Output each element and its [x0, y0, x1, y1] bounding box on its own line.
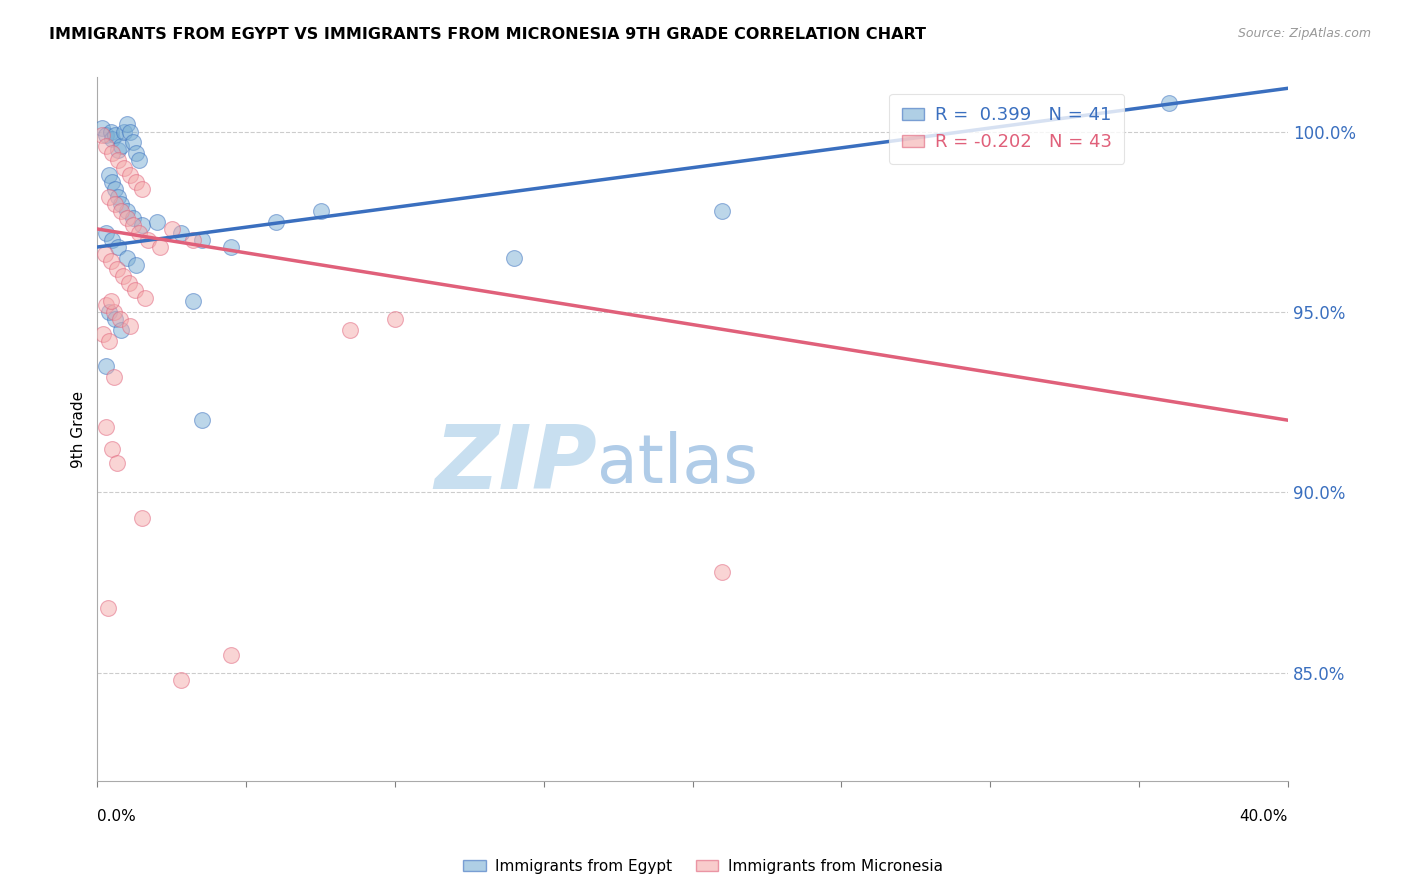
Point	[107, 153, 129, 168]
Point	[125, 175, 148, 189]
Point	[131, 219, 153, 233]
Point	[110, 203, 132, 218]
Point	[98, 168, 121, 182]
Point	[101, 146, 124, 161]
Text: 40.0%: 40.0%	[1240, 809, 1288, 824]
Point	[170, 673, 193, 687]
Point	[124, 283, 146, 297]
Point	[122, 136, 145, 150]
Point	[115, 211, 138, 226]
Point	[90, 128, 112, 143]
Point	[711, 203, 734, 218]
Point	[339, 323, 361, 337]
Point	[115, 117, 138, 131]
Point	[103, 370, 125, 384]
Point	[101, 442, 124, 456]
Point	[120, 319, 142, 334]
Point	[160, 222, 183, 236]
Point	[190, 233, 212, 247]
Point	[101, 175, 124, 189]
Point	[384, 312, 406, 326]
Text: Source: ZipAtlas.com: Source: ZipAtlas.com	[1237, 27, 1371, 40]
Point	[107, 240, 129, 254]
Point	[100, 254, 122, 268]
Point	[104, 182, 127, 196]
Point	[112, 161, 135, 175]
Point	[149, 240, 172, 254]
Point	[104, 312, 127, 326]
Point	[100, 124, 122, 138]
Point	[98, 189, 121, 203]
Point	[181, 294, 204, 309]
Text: ZIP: ZIP	[434, 421, 598, 508]
Point	[96, 226, 118, 240]
Point	[96, 359, 118, 373]
Point	[711, 565, 734, 579]
Point	[1157, 95, 1180, 110]
Point	[190, 413, 212, 427]
Point	[105, 457, 128, 471]
Point	[98, 305, 121, 319]
Point	[110, 196, 132, 211]
Point	[96, 420, 118, 434]
Text: 0.0%: 0.0%	[97, 809, 136, 824]
Point	[110, 139, 132, 153]
Point	[125, 258, 148, 272]
Point	[125, 146, 148, 161]
Point	[104, 196, 127, 211]
Point	[221, 648, 243, 662]
Point	[146, 215, 169, 229]
Point	[91, 326, 114, 341]
Point	[136, 233, 159, 247]
Point	[181, 233, 204, 247]
Point	[112, 124, 135, 138]
Point	[221, 240, 243, 254]
Point	[110, 323, 132, 337]
Point	[128, 226, 150, 240]
Point	[111, 268, 134, 283]
Point	[131, 182, 153, 196]
Point	[117, 276, 139, 290]
Point	[103, 305, 125, 319]
Point	[98, 334, 121, 348]
Point	[105, 261, 128, 276]
Point	[170, 226, 193, 240]
Point	[122, 219, 145, 233]
Point	[96, 139, 118, 153]
Point	[101, 233, 124, 247]
Point	[120, 124, 142, 138]
Point	[100, 294, 122, 309]
Point	[101, 132, 124, 146]
Point	[264, 215, 287, 229]
Point	[104, 128, 127, 143]
Point	[94, 247, 117, 261]
Point	[108, 312, 131, 326]
Point	[503, 251, 526, 265]
Point	[90, 120, 112, 135]
Text: atlas: atlas	[598, 432, 758, 498]
Point	[107, 143, 129, 157]
Legend: Immigrants from Egypt, Immigrants from Micronesia: Immigrants from Egypt, Immigrants from M…	[457, 853, 949, 880]
Point	[96, 128, 118, 143]
Point	[97, 600, 120, 615]
Point	[131, 510, 153, 524]
Point	[96, 298, 118, 312]
Point	[120, 168, 142, 182]
Point	[309, 203, 332, 218]
Point	[115, 251, 138, 265]
Point	[115, 203, 138, 218]
Y-axis label: 9th Grade: 9th Grade	[72, 391, 86, 467]
Point	[134, 291, 156, 305]
Text: IMMIGRANTS FROM EGYPT VS IMMIGRANTS FROM MICRONESIA 9TH GRADE CORRELATION CHART: IMMIGRANTS FROM EGYPT VS IMMIGRANTS FROM…	[49, 27, 927, 42]
Point	[128, 153, 150, 168]
Point	[122, 211, 145, 226]
Point	[107, 189, 129, 203]
Legend: R =  0.399   N = 41, R = -0.202   N = 43: R = 0.399 N = 41, R = -0.202 N = 43	[890, 94, 1125, 164]
